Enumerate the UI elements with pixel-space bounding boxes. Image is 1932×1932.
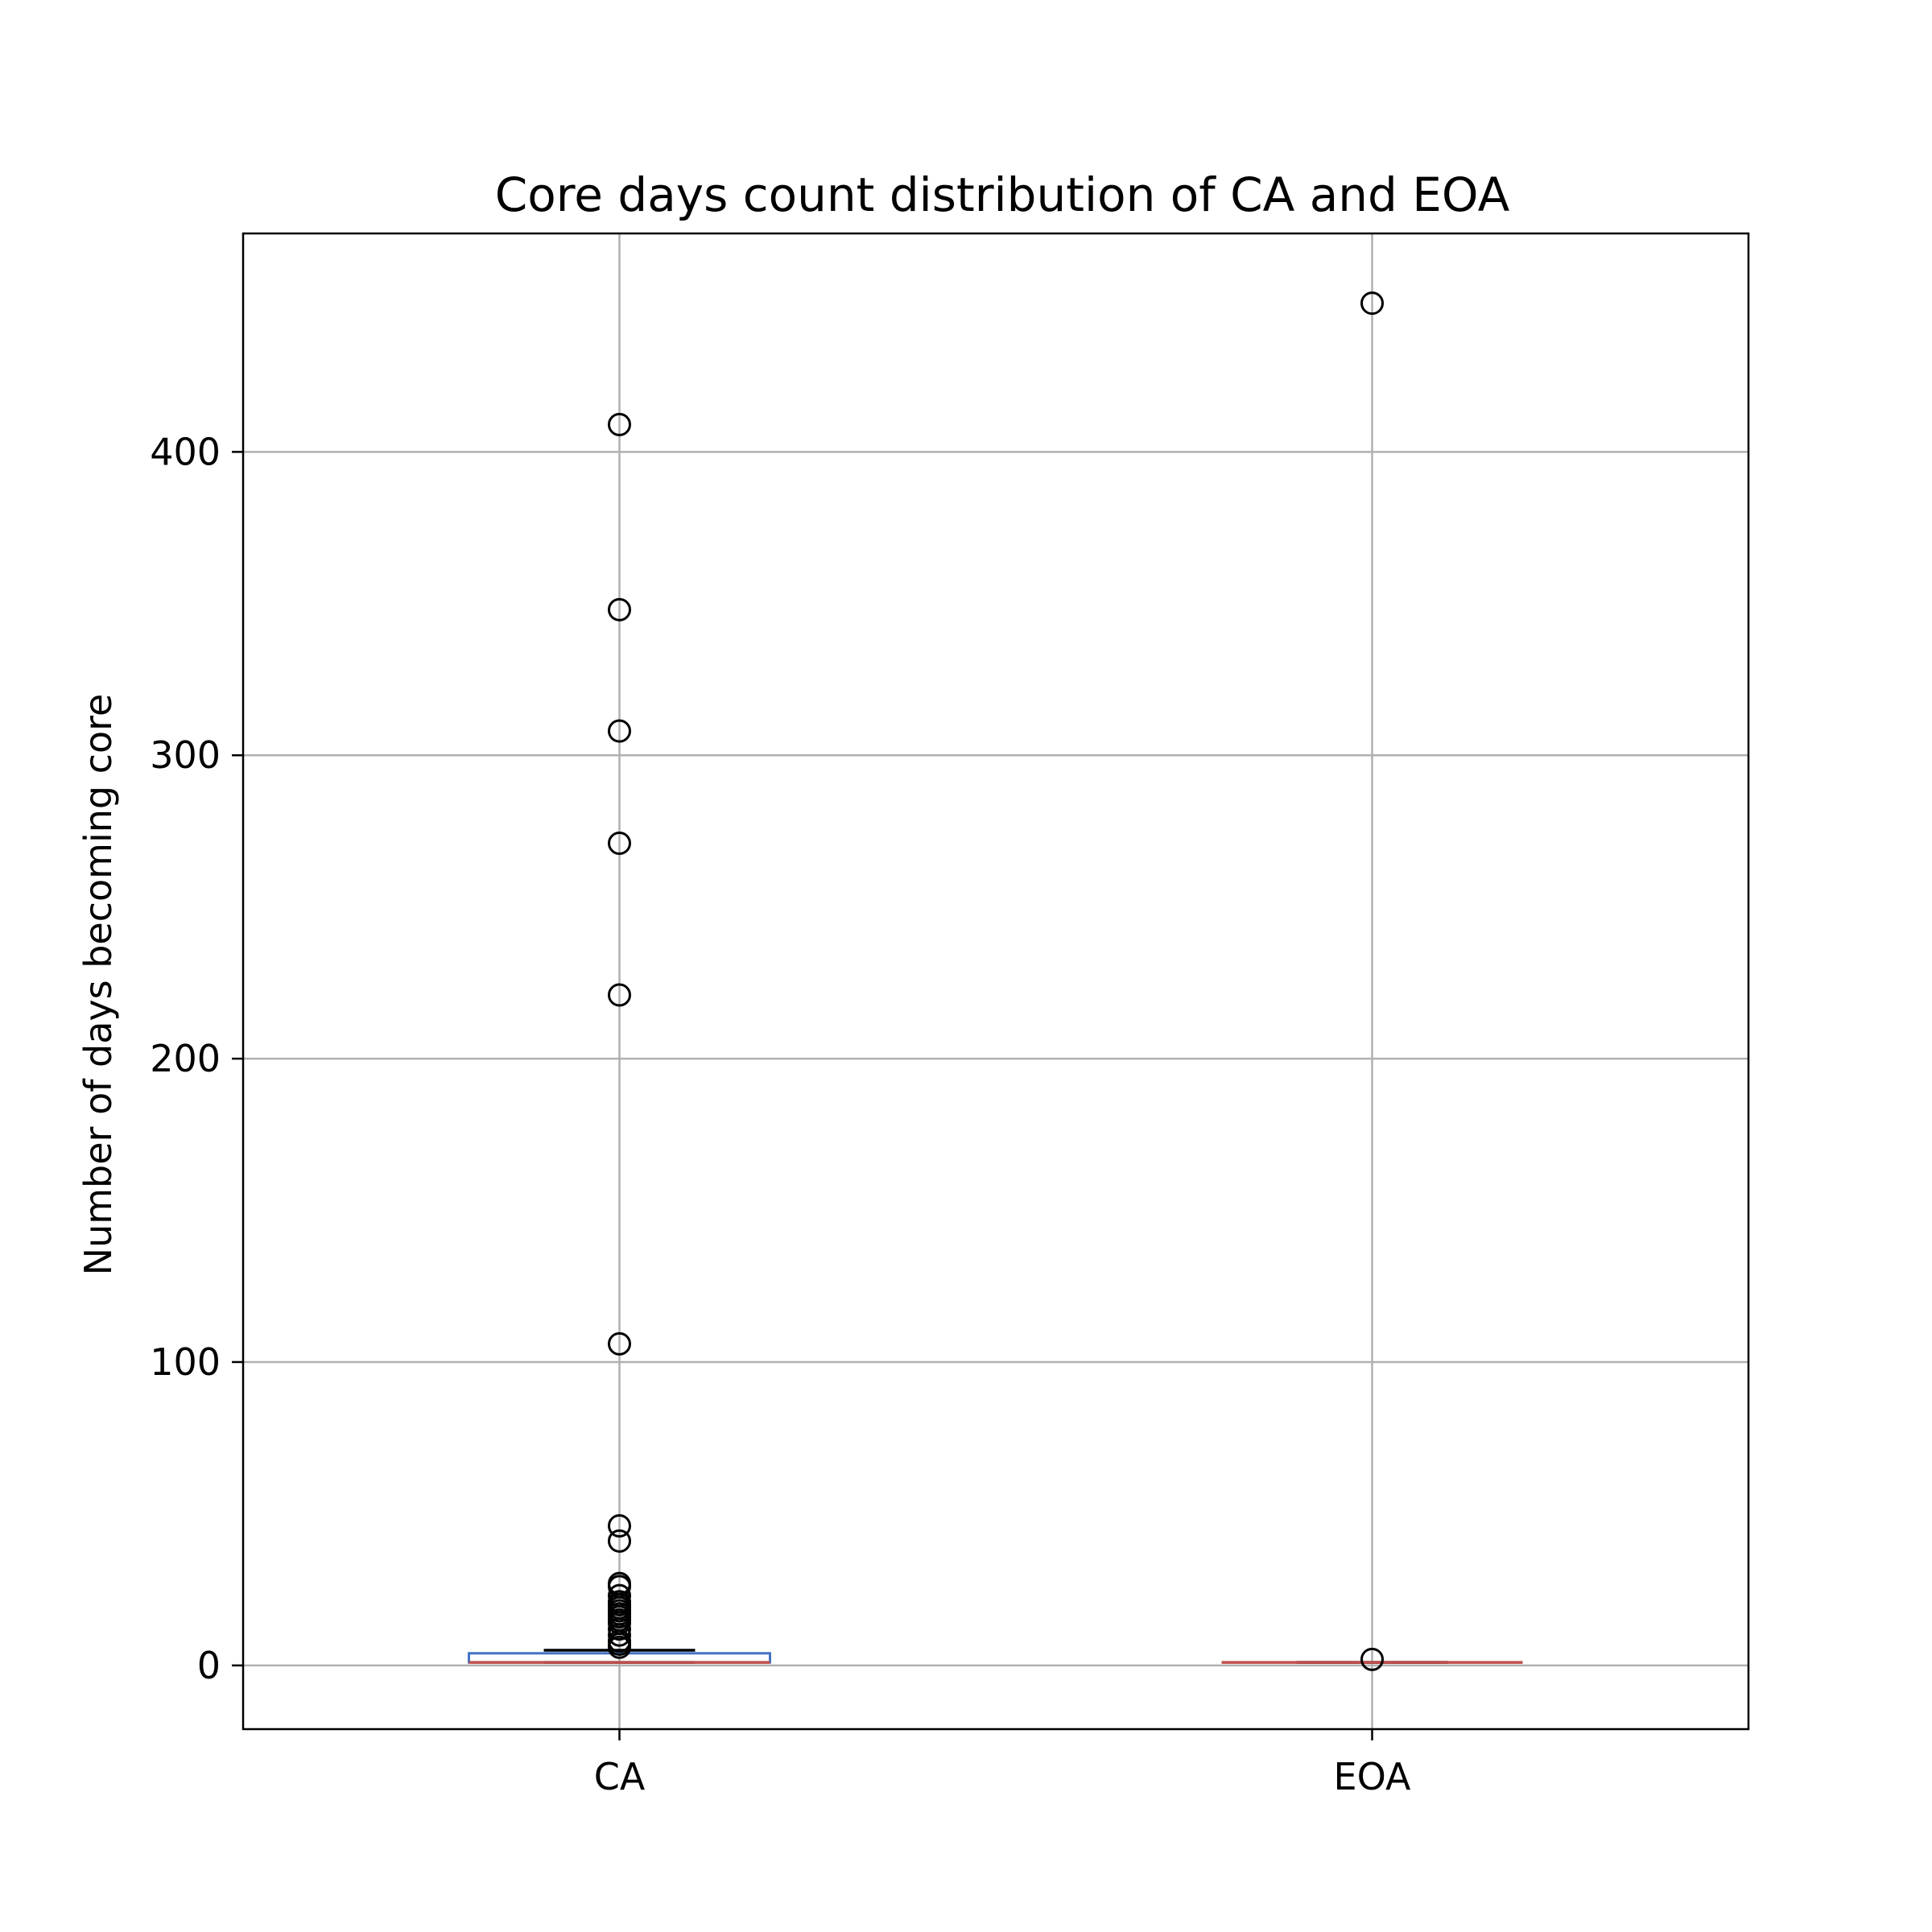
axes-frame (242, 232, 1750, 1731)
y-tick-label-400: 400 (150, 430, 221, 473)
outlier-ca-4 (608, 983, 631, 1007)
box-ca (468, 1649, 771, 1664)
outlier-points (608, 291, 1384, 1671)
outlier-ca-20 (608, 1623, 631, 1647)
outlier-eoa-1 (1360, 1647, 1384, 1671)
y-tick-label-300: 300 (150, 733, 221, 777)
outlier-ca-5 (608, 1331, 631, 1356)
outlier-ca-2 (608, 719, 631, 743)
outlier-ca-1 (608, 597, 631, 621)
y-tick-label-100: 100 (150, 1340, 221, 1384)
y-tick-label-200: 200 (150, 1037, 221, 1080)
outlier-ca-19 (608, 1617, 631, 1641)
outlier-ca-0 (608, 412, 631, 436)
boxes (468, 1649, 1523, 1664)
outlier-ca-23 (608, 1635, 631, 1659)
grid-lines (243, 233, 1748, 1729)
x-tick-label-eoa: EOA (1334, 1755, 1411, 1798)
y-tick-label-0: 0 (197, 1644, 221, 1687)
outlier-ca-6 (608, 1513, 631, 1538)
x-tick-label-ca: CA (594, 1755, 646, 1798)
chart-title: Core days count distribution of CA and E… (495, 167, 1510, 222)
outlier-ca-7 (608, 1529, 631, 1553)
axis-ticks: 0 100 200 300 400 CA EOA (150, 430, 1411, 1798)
outlier-ca-3 (608, 832, 631, 856)
outlier-eoa-0 (1360, 291, 1384, 316)
y-axis-label: Number of days becoming core (76, 694, 120, 1276)
